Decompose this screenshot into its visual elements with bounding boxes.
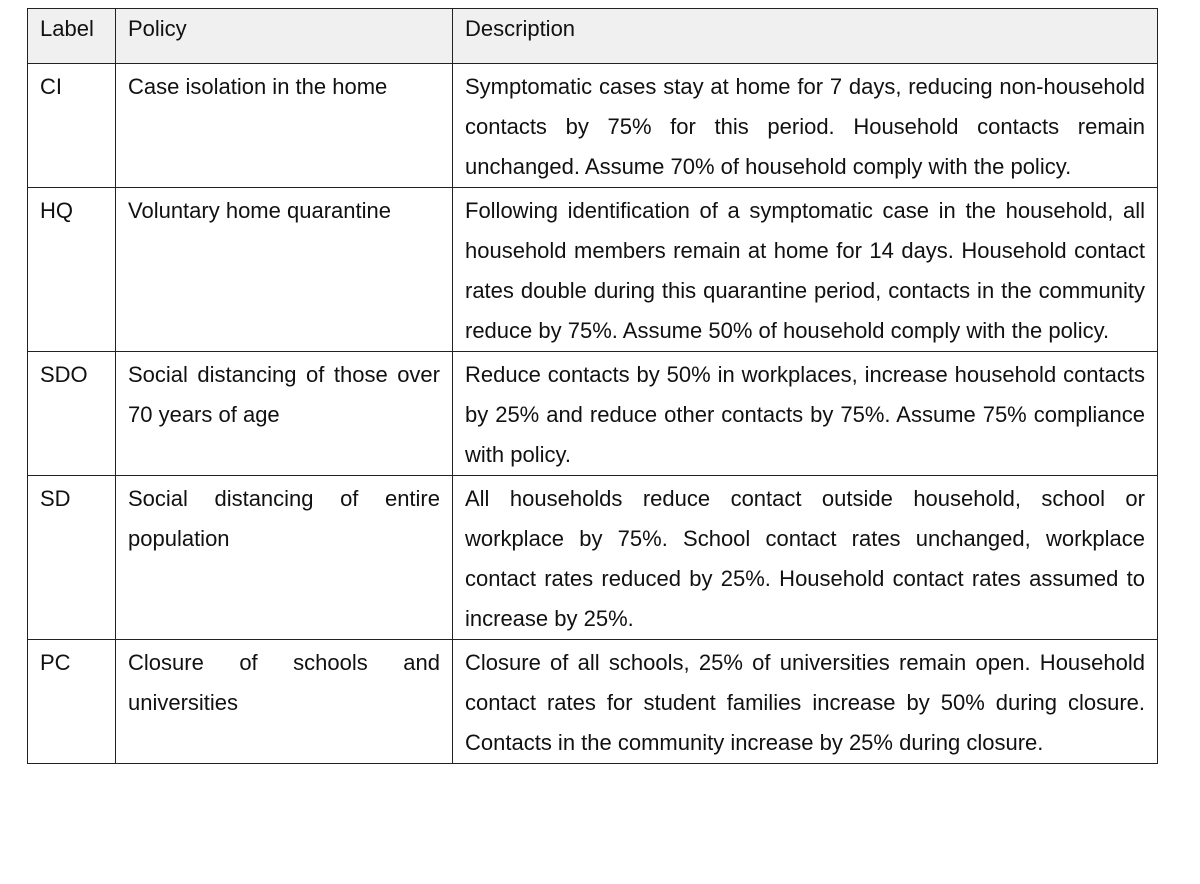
table-header: Label Policy Description (27, 8, 1158, 64)
table-row: SD Social distancing of entire population… (27, 475, 1158, 640)
table-body: CI Case isolation in the home Symptomatic … (27, 63, 1158, 764)
policy-cell: Social distancing of those over 70 years… (115, 351, 453, 476)
table-row: HQ Voluntary home quarantine Following ide… (27, 187, 1158, 352)
header-cell: Policy (115, 8, 453, 64)
table-row: SDO Social distancing of those over 70 ye… (27, 351, 1158, 476)
label-cell: PC (27, 639, 116, 764)
header-cell: Description (452, 8, 1158, 64)
policy-cell: Closure of schools and universities (115, 639, 453, 764)
policy-cell: Case isolation in the home (115, 63, 453, 188)
header-row: Label Policy Description (27, 8, 1158, 64)
label-cell: HQ (27, 187, 116, 352)
label-cell: SD (27, 475, 116, 640)
description-cell: Closure of all schools, 25% of universit… (452, 639, 1158, 764)
description-cell: All households reduce contact outside ho… (452, 475, 1158, 640)
description-cell: Following identification of a symptomati… (452, 187, 1158, 352)
policy-table: Label Policy Description CI Case isolatio… (27, 8, 1158, 764)
description-cell: Symptomatic cases stay at home for 7 day… (452, 63, 1158, 188)
policy-cell: Social distancing of entire population (115, 475, 453, 640)
policy-cell: Voluntary home quarantine (115, 187, 453, 352)
header-cell: Label (27, 8, 116, 64)
description-cell: Reduce contacts by 50% in workplaces, in… (452, 351, 1158, 476)
table-row: PC Closure of schools and universities Clo… (27, 639, 1158, 764)
label-cell: CI (27, 63, 116, 188)
table-row: CI Case isolation in the home Symptomatic … (27, 63, 1158, 188)
label-cell: SDO (27, 351, 116, 476)
